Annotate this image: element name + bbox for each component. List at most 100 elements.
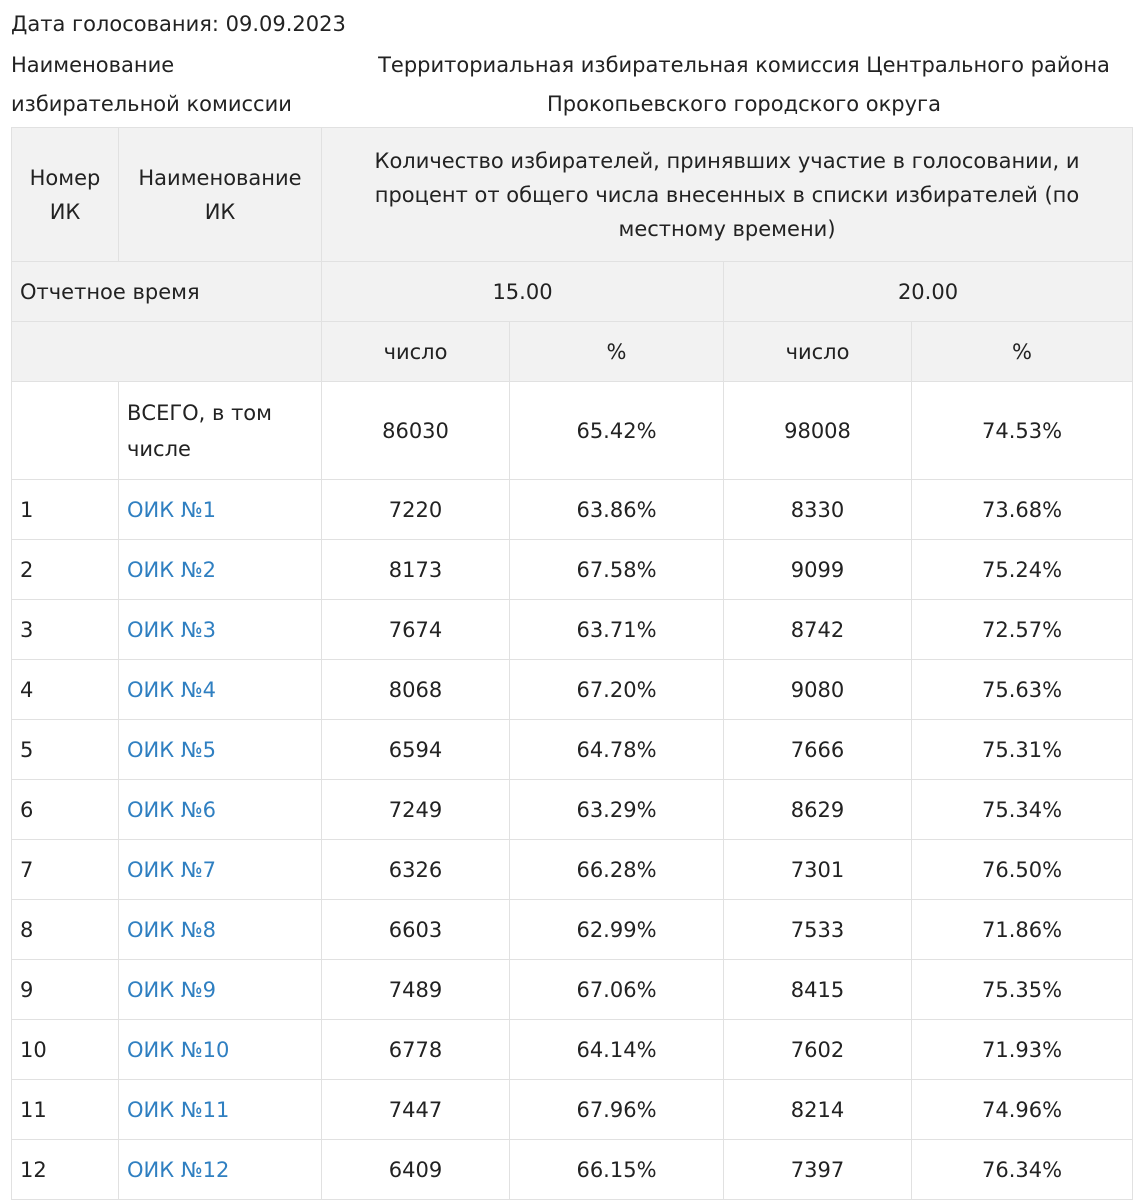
count-15: 7489 <box>321 959 510 1020</box>
percent-20: 75.35% <box>910 959 1134 1020</box>
percent-15: 67.96% <box>509 1079 724 1140</box>
commission-link[interactable]: ОИК №5 <box>127 737 217 762</box>
percent-20: 72.57% <box>910 599 1134 660</box>
table-row: 4 ОИК №4 8068 67.20% 9080 75.63% <box>11 659 1134 720</box>
table-row: 9 ОИК №9 7489 67.06% 8415 75.35% <box>11 959 1134 1020</box>
row-number: 3 <box>11 599 119 660</box>
unit-percent-20: % <box>910 321 1134 382</box>
commission-link[interactable]: ОИК №6 <box>127 797 217 822</box>
count-15: 8173 <box>321 539 510 600</box>
count-20: 7397 <box>723 1139 912 1200</box>
table-row: 10 ОИК №10 6778 64.14% 7602 71.93% <box>11 1019 1134 1080</box>
commission-name-cell: ОИК №7 <box>118 839 322 900</box>
units-row: число % число % <box>11 321 1134 382</box>
commission-link[interactable]: ОИК №8 <box>127 917 217 942</box>
count-15: 8068 <box>321 659 510 720</box>
commission-name-cell: ОИК №4 <box>118 659 322 720</box>
table-row: 11 ОИК №11 7447 67.96% 8214 74.96% <box>11 1079 1134 1140</box>
row-number: 9 <box>11 959 119 1020</box>
total-percent-20: 74.53% <box>910 381 1134 480</box>
count-20: 7533 <box>723 899 912 960</box>
count-20: 9099 <box>723 539 912 600</box>
commission-link[interactable]: ОИК №12 <box>127 1157 230 1182</box>
commission-link[interactable]: ОИК №10 <box>127 1037 230 1062</box>
percent-15: 66.28% <box>509 839 724 900</box>
table-row: 8 ОИК №8 6603 62.99% 7533 71.86% <box>11 899 1134 960</box>
commission-name-cell: ОИК №12 <box>118 1139 322 1200</box>
percent-20: 75.24% <box>910 539 1134 600</box>
percent-15: 67.06% <box>509 959 724 1020</box>
count-20: 8629 <box>723 779 912 840</box>
count-20: 7301 <box>723 839 912 900</box>
total-row: ВСЕГО, в том числе 86030 65.42% 98008 74… <box>11 381 1134 480</box>
commission-name: Территориальная избирательная комиссия Ц… <box>378 53 1110 116</box>
row-number: 1 <box>11 479 119 540</box>
commission-name-cell: ОИК №6 <box>118 779 322 840</box>
row-number: 7 <box>11 839 119 900</box>
table-row: 6 ОИК №6 7249 63.29% 8629 75.34% <box>11 779 1134 840</box>
column-header-number: Номер ИК <box>11 127 119 262</box>
count-15: 6594 <box>321 719 510 780</box>
commission-info: Наименование избирательной комиссии Терр… <box>11 46 1132 124</box>
row-number: 6 <box>11 779 119 840</box>
unit-percent-15: % <box>509 321 724 382</box>
percent-20: 75.63% <box>910 659 1134 720</box>
count-20: 9080 <box>723 659 912 720</box>
row-number: 5 <box>11 719 119 780</box>
total-label: ВСЕГО, в том числе <box>118 381 322 480</box>
percent-20: 71.93% <box>910 1019 1134 1080</box>
percent-20: 76.50% <box>910 839 1134 900</box>
report-time-20: 20.00 <box>722 261 1134 322</box>
count-20: 8742 <box>723 599 912 660</box>
percent-15: 62.99% <box>509 899 724 960</box>
percent-15: 67.58% <box>509 539 724 600</box>
commission-name-cell: ОИК №2 <box>118 539 322 600</box>
percent-20: 71.86% <box>910 899 1134 960</box>
percent-15: 67.20% <box>509 659 724 720</box>
count-15: 6778 <box>321 1019 510 1080</box>
count-15: 7249 <box>321 779 510 840</box>
count-15: 7220 <box>321 479 510 540</box>
commission-name-cell: ОИК №9 <box>118 959 322 1020</box>
commission-name-cell: ОИК №11 <box>118 1079 322 1140</box>
commission-name-cell: ОИК №1 <box>118 479 322 540</box>
percent-15: 63.71% <box>509 599 724 660</box>
row-number: 11 <box>11 1079 119 1140</box>
row-number: 2 <box>11 539 119 600</box>
row-number: 10 <box>11 1019 119 1080</box>
commission-name-cell: ОИК №5 <box>118 719 322 780</box>
count-15: 6409 <box>321 1139 510 1200</box>
commission-label: Наименование избирательной комиссии <box>11 53 292 116</box>
count-15: 7447 <box>321 1079 510 1140</box>
commission-link[interactable]: ОИК №2 <box>127 557 217 582</box>
row-number: 12 <box>11 1139 119 1200</box>
commission-name-cell: ОИК №10 <box>118 1019 322 1080</box>
table-row: 12 ОИК №12 6409 66.15% 7397 76.34% <box>11 1139 1134 1200</box>
count-15: 6326 <box>321 839 510 900</box>
table-row: 3 ОИК №3 7674 63.71% 8742 72.57% <box>11 599 1134 660</box>
commission-link[interactable]: ОИК №9 <box>127 977 217 1002</box>
row-number: 4 <box>11 659 119 720</box>
commission-link[interactable]: ОИК №11 <box>127 1097 230 1122</box>
commission-link[interactable]: ОИК №1 <box>127 497 217 522</box>
total-percent-15: 65.42% <box>509 381 724 480</box>
commission-link[interactable]: ОИК №4 <box>127 677 217 702</box>
percent-15: 64.78% <box>509 719 724 780</box>
percent-20: 73.68% <box>910 479 1134 540</box>
unit-count-20: число <box>723 321 912 382</box>
column-header-turnout: Количество избирателей, принявших участи… <box>320 127 1134 262</box>
turnout-table: Номер ИК Наименование ИК Количество изби… <box>11 127 1134 1200</box>
column-header-name: Наименование ИК <box>118 127 322 262</box>
unit-count-15: число <box>321 321 510 382</box>
table-row: 2 ОИК №2 8173 67.58% 9099 75.24% <box>11 539 1134 600</box>
report-time-label: Отчетное время <box>11 261 322 322</box>
commission-name-cell: ОИК №8 <box>118 899 322 960</box>
count-15: 6603 <box>321 899 510 960</box>
count-20: 7602 <box>723 1019 912 1080</box>
commission-link[interactable]: ОИК №3 <box>127 617 217 642</box>
percent-15: 63.29% <box>509 779 724 840</box>
row-number: 8 <box>11 899 119 960</box>
units-empty-cell <box>11 321 322 382</box>
report-time-15: 15.00 <box>321 261 724 322</box>
commission-link[interactable]: ОИК №7 <box>127 857 217 882</box>
